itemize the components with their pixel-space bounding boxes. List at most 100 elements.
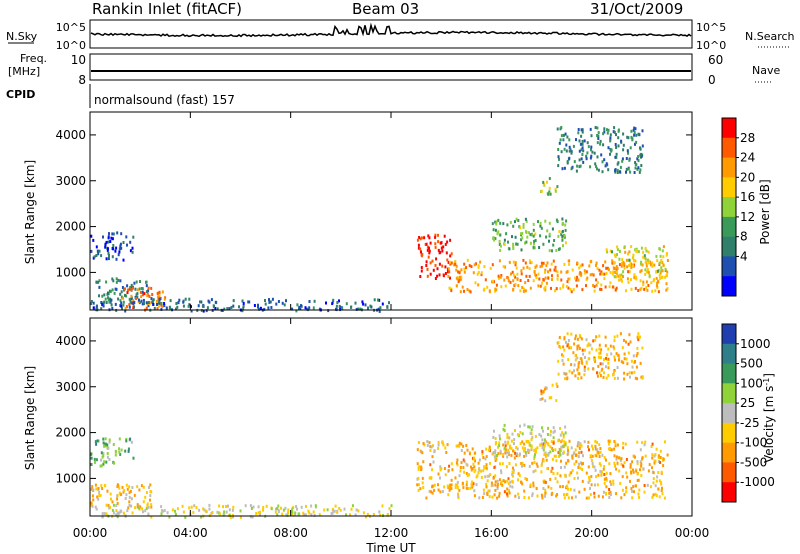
echo-cell <box>135 297 138 300</box>
echo-cell <box>132 456 135 460</box>
echo-cell <box>388 301 390 305</box>
echo-cell <box>658 460 660 463</box>
echo-cell <box>533 242 535 246</box>
echo-cell <box>542 459 545 463</box>
echo-cell <box>157 297 160 301</box>
nsky-tick-top: 10^5 <box>56 21 86 34</box>
echo-cell <box>427 234 430 238</box>
echo-cell <box>570 471 573 475</box>
echo-cell <box>511 480 514 484</box>
echo-cell <box>641 129 644 133</box>
echo-cell <box>606 353 609 357</box>
echo-cell <box>568 145 571 149</box>
echo-cell <box>98 285 101 289</box>
colorbar-tick-label: 20 <box>740 170 755 184</box>
echo-cell <box>115 509 118 512</box>
echo-cell <box>644 268 647 272</box>
echo-cell <box>459 469 462 473</box>
echo-cell <box>603 272 606 276</box>
echo-cell <box>93 457 96 461</box>
echo-cell <box>584 356 586 359</box>
echo-cell <box>239 515 242 519</box>
colorbar-segment <box>722 482 736 503</box>
echo-cell <box>525 240 528 244</box>
echo-cell <box>645 249 648 253</box>
echo-cell <box>458 441 461 445</box>
echo-cell <box>630 287 633 291</box>
echo-cell <box>109 297 111 301</box>
echo-cell <box>513 283 516 287</box>
echo-cell <box>251 515 254 519</box>
echo-cell <box>91 504 94 508</box>
echo-cell <box>638 170 641 174</box>
echo-cell <box>492 451 495 454</box>
echo-cell <box>494 483 497 487</box>
echo-cell <box>665 282 668 286</box>
echo-cell <box>497 230 500 234</box>
echo-cell <box>527 279 530 282</box>
echo-cell <box>481 452 484 456</box>
echo-cell <box>590 154 593 158</box>
echo-cell <box>548 232 551 236</box>
echo-cell <box>441 249 444 253</box>
freq-strip-frame <box>89 53 693 81</box>
echo-cell <box>509 220 512 224</box>
echo-cell <box>136 505 139 509</box>
echo-cell <box>514 463 517 467</box>
echo-cell <box>555 494 558 498</box>
echo-cell <box>101 515 104 519</box>
echo-cell <box>652 477 655 481</box>
echo-cell <box>529 483 532 487</box>
echo-cell <box>150 297 153 301</box>
echo-cell <box>568 369 571 373</box>
colorbar-tick-label: 4 <box>740 249 748 263</box>
echo-cell <box>420 250 422 254</box>
echo-cell <box>597 355 600 359</box>
echo-cell <box>95 458 98 462</box>
echo-cell <box>582 160 585 164</box>
echo-cell <box>615 275 617 279</box>
echo-cell <box>596 374 599 378</box>
echo-cell <box>357 307 360 311</box>
echo-cell <box>556 472 559 476</box>
echo-cell <box>528 274 531 278</box>
echo-cell <box>473 465 476 469</box>
echo-cell <box>641 263 644 267</box>
echo-cell <box>131 486 134 489</box>
cpid-value: normalsound (fast) 157 <box>94 93 235 107</box>
echo-cell <box>163 297 166 301</box>
echo-cell <box>523 448 526 452</box>
echo-cell <box>510 439 513 443</box>
echo-cell <box>617 136 620 140</box>
echo-cell <box>568 138 571 142</box>
echo-cell <box>200 515 203 519</box>
echo-cell <box>662 464 665 468</box>
echo-cell <box>520 238 523 242</box>
echo-cell <box>519 430 522 434</box>
echo-cell <box>259 306 262 310</box>
echo-cell <box>555 399 558 403</box>
echo-cell <box>571 454 574 458</box>
echo-cell <box>449 262 452 266</box>
echo-cell <box>448 270 451 274</box>
echo-cell <box>228 307 231 311</box>
echo-cell <box>502 265 505 269</box>
echo-cell <box>593 465 596 469</box>
echo-cell <box>299 307 302 311</box>
echo-cell <box>629 479 631 483</box>
echo-cell <box>604 491 607 495</box>
echo-cell <box>335 304 338 308</box>
echo-cell <box>512 260 515 264</box>
echo-cell <box>505 232 508 236</box>
echo-cell <box>540 189 543 193</box>
echo-cell <box>134 506 137 510</box>
echo-cell <box>598 347 601 351</box>
echo-cell <box>118 486 121 490</box>
echo-cell <box>657 471 660 474</box>
echo-cell <box>485 463 488 467</box>
echo-cell <box>651 466 653 470</box>
echo-cell <box>597 364 600 368</box>
nsearch-tick-bottom: 10^0 <box>696 39 726 52</box>
echo-cell <box>443 485 446 489</box>
echo-cell <box>155 299 158 303</box>
